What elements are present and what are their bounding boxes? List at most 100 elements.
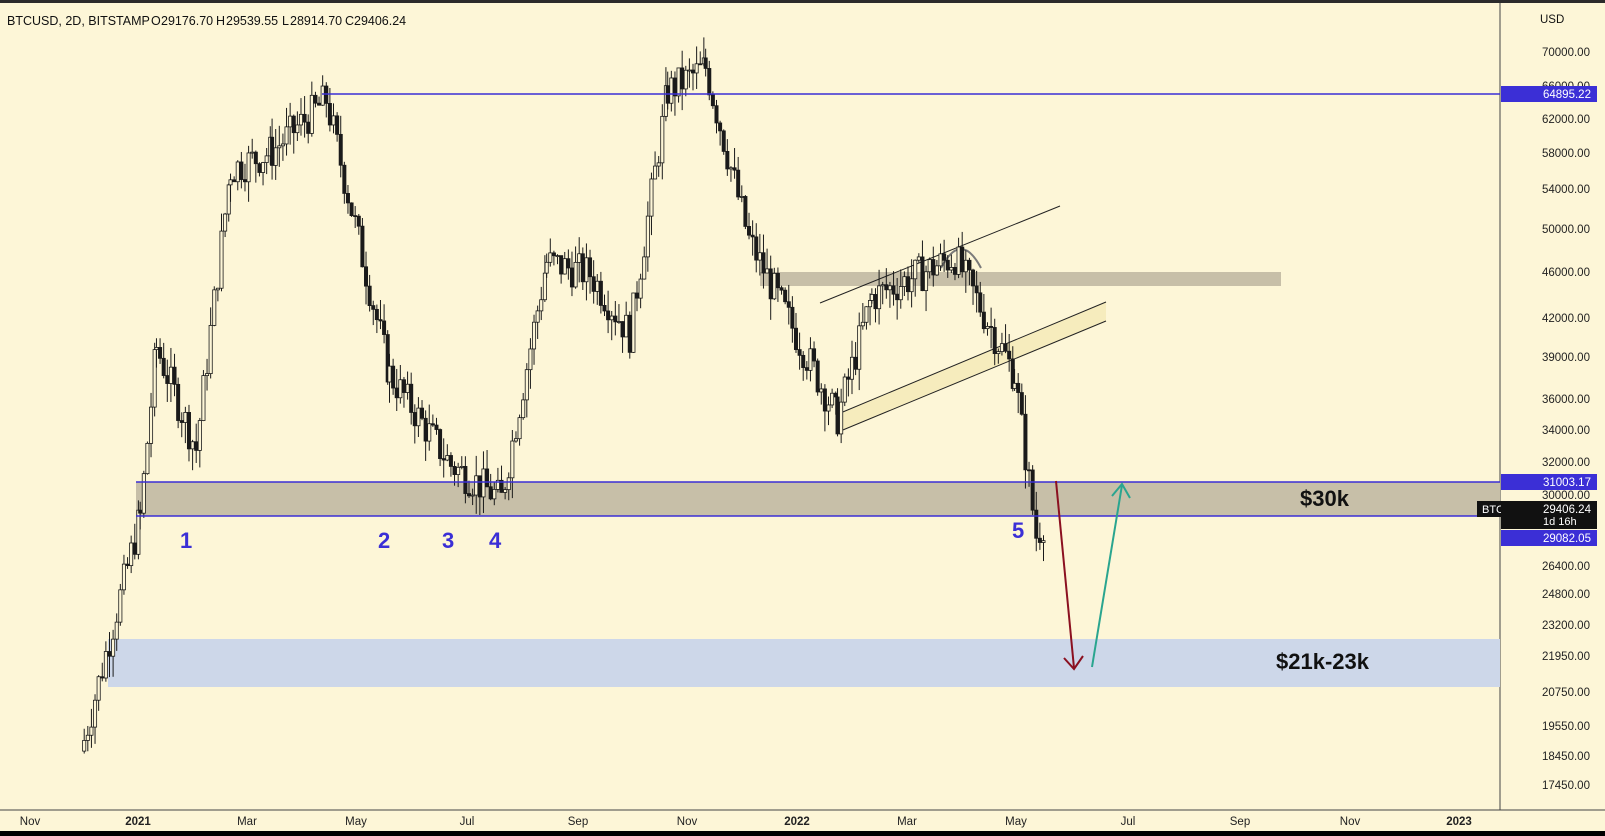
price-tick-label: 39000.00: [1542, 352, 1590, 364]
candle-body: [895, 293, 900, 301]
candle-body: [797, 349, 802, 356]
candle-body: [635, 292, 640, 299]
candle-body: [235, 161, 240, 183]
candle-body: [374, 308, 379, 321]
candle-body: [154, 347, 159, 350]
candle-body: [223, 213, 228, 232]
candle-body: [107, 651, 112, 657]
candle-body: [250, 151, 255, 154]
candle-body: [481, 468, 486, 498]
candle-body: [757, 252, 762, 261]
candle-body: [577, 253, 582, 263]
candle-body: [793, 327, 798, 350]
candle-body: [960, 246, 965, 273]
candle-body: [409, 383, 414, 413]
candle-body: [280, 143, 285, 147]
candle-body: [898, 286, 903, 301]
channel-fill: [838, 302, 1106, 432]
candle-body: [295, 124, 300, 134]
candle-body: [485, 468, 490, 488]
tag-level-top[interactable]: 64895.22: [1501, 86, 1597, 102]
candle-body: [201, 375, 206, 421]
candle-body: [653, 165, 658, 180]
candle-body: [880, 284, 885, 287]
candle-body: [602, 305, 607, 312]
price-tick-label: 26400.00: [1542, 561, 1590, 573]
candle-body: [452, 466, 457, 475]
candle-body: [978, 292, 983, 313]
price-tick-label: 36000.00: [1542, 394, 1590, 406]
candle-body: [775, 272, 780, 289]
candle-body: [551, 252, 556, 257]
candle-body: [506, 477, 511, 491]
candle-body: [819, 388, 824, 393]
candle-body: [857, 325, 862, 370]
candle-body: [868, 300, 873, 308]
candle-body: [927, 259, 932, 273]
candle-body: [710, 94, 715, 107]
candle-body: [1003, 343, 1008, 352]
candle-body: [532, 321, 537, 350]
candle-body: [499, 479, 504, 493]
candle-body: [331, 115, 336, 126]
zone-46k: [760, 272, 1281, 286]
candle-body: [569, 267, 574, 288]
candle-body: [470, 494, 475, 497]
candle-body: [743, 196, 748, 227]
candle-body: [430, 423, 435, 426]
candle-body: [405, 383, 410, 393]
price-ticks: 70000.0066000.0062000.0058000.0054000.00…: [1542, 47, 1590, 792]
candle-body: [477, 475, 482, 498]
candle-body: [349, 202, 354, 217]
candle-body: [638, 278, 643, 299]
candle-body: [616, 321, 621, 323]
candle-body: [96, 676, 101, 701]
candle-body: [981, 311, 986, 330]
candle-body: [459, 466, 464, 468]
candle-body: [853, 356, 858, 370]
tag-level-top-bg: [1501, 86, 1597, 102]
time-tick-label: May: [345, 816, 367, 828]
open-value: 29176.70: [161, 14, 213, 28]
time-tick-label: Mar: [897, 816, 917, 828]
candle-body: [931, 259, 936, 276]
candle-body: [772, 272, 777, 300]
candle-body: [456, 466, 461, 475]
tag-zone-bottom[interactable]: 29082.05: [1501, 530, 1597, 546]
close-key: C: [345, 14, 354, 28]
candle-body: [284, 126, 289, 145]
candle-body: [445, 455, 450, 461]
top-strip: [0, 0, 1605, 3]
time-tick-label: Nov: [1340, 816, 1361, 828]
candle-body: [672, 77, 677, 97]
high-key: H: [216, 14, 225, 28]
candle-body: [754, 236, 759, 261]
candle-body: [815, 360, 820, 393]
candle-body: [728, 167, 733, 170]
candle-body: [974, 285, 979, 294]
candle-body: [913, 259, 918, 280]
candle-body: [849, 356, 854, 380]
candle-body: [360, 225, 365, 268]
candle-body: [808, 348, 813, 371]
candle-body: [942, 253, 947, 261]
candle-body: [219, 230, 224, 289]
candle-body: [232, 179, 237, 183]
candle-body: [591, 276, 596, 292]
candle-body: [864, 306, 869, 323]
candle-body: [394, 387, 399, 399]
candle-body: [1012, 382, 1017, 389]
candle-body: [938, 253, 943, 267]
candle-body: [161, 357, 166, 376]
tag-current-price[interactable]: BTCUSD 29406.24 1d 16h: [1477, 501, 1597, 529]
candle-body: [353, 215, 358, 218]
candle-body: [985, 325, 990, 330]
chart-header: BTCUSD, 2D, BITSTAMP O 29176.70 H 29539.…: [7, 14, 406, 28]
tag-zone-top[interactable]: 31003.17: [1501, 474, 1597, 490]
candle-body: [627, 314, 632, 353]
candle-body: [649, 178, 654, 217]
price-tick-label: 42000.00: [1542, 313, 1590, 325]
candle-body: [902, 276, 907, 287]
low-key: L: [282, 14, 289, 28]
